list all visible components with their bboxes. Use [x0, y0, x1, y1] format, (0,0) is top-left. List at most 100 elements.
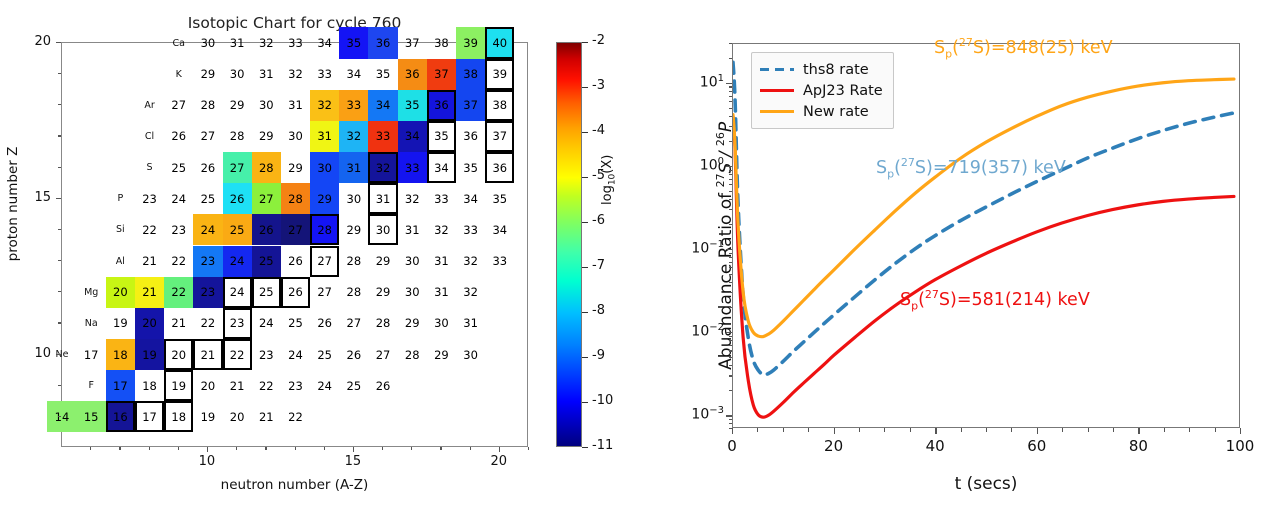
- x-axis-tick: [1138, 428, 1140, 434]
- isotope-cell: 26: [375, 378, 391, 393]
- isotope-cell: 29: [200, 67, 216, 82]
- isotope-cell: 30: [310, 152, 340, 184]
- isotope-cell: 27: [346, 316, 362, 331]
- isotope-cell: 38: [492, 98, 508, 113]
- colorbar-gradient: [556, 42, 582, 447]
- y-axis-minor-tick: [728, 418, 732, 421]
- isotope-cell: 33: [434, 191, 449, 206]
- x-axis-tick: [1036, 428, 1039, 434]
- y-axis-minor-tick: [728, 340, 732, 342]
- y-axis-tick-label: 10−2: [678, 322, 724, 340]
- legend-item[interactable]: ApJ23 Rate: [760, 80, 883, 101]
- isotope-cell: 25: [288, 316, 303, 331]
- legend-item[interactable]: ths8 rate: [760, 59, 883, 80]
- y-axis-tick: [58, 260, 61, 262]
- isotope-cell: 30: [288, 129, 303, 144]
- element-symbol-label: K: [175, 68, 182, 80]
- isotope-cell: 23: [288, 378, 303, 393]
- isotope-cell: 30: [463, 347, 478, 362]
- y-axis-minor-tick: [728, 423, 732, 425]
- y-axis-tick: [726, 332, 732, 334]
- isotope-cell: 29: [258, 129, 274, 144]
- colorbar-tick-label: -11: [592, 438, 614, 453]
- x-axis-tick: [1240, 428, 1242, 434]
- x-axis-tick-label: 80: [1128, 437, 1148, 455]
- y-axis-tick: [58, 135, 61, 137]
- isotope-cell: 31: [258, 67, 274, 82]
- y-tick-base: 10: [699, 157, 718, 174]
- isotope-cell: 33: [317, 67, 332, 82]
- y-axis-tick: [726, 415, 732, 417]
- y-axis-minor-tick: [728, 198, 732, 200]
- y-axis-tick: [58, 415, 61, 418]
- isotopic-chart-plot-area: Ca 30 31 32 33 34 35 36 37 38 39 40 K 29 30 31 32 33 34 35 3…: [47, 27, 528, 447]
- x-axis-minor-tick: [1163, 428, 1165, 432]
- isotope-cell: 21: [229, 378, 245, 393]
- y-axis-minor-tick: [728, 256, 732, 259]
- isotope-cell: 32: [463, 285, 478, 300]
- colorbar-tick: [582, 132, 588, 134]
- isotope-cell: 36: [426, 89, 457, 121]
- y-axis-tick-label: 100: [678, 156, 724, 174]
- isotope-cell: 21: [171, 316, 187, 331]
- abundance-plot-legend[interactable]: ths8 rate ApJ23 Rate New rate: [751, 52, 894, 129]
- y-axis-minor-tick: [728, 57, 732, 59]
- isotope-cell: 25: [200, 191, 216, 206]
- y-axis-tick: [58, 384, 61, 386]
- y-axis-minor-tick: [728, 306, 732, 309]
- isotope-cell: 34: [434, 160, 449, 175]
- y-axis-minor-tick: [728, 140, 732, 142]
- y-axis-minor-tick: [728, 428, 732, 430]
- isotope-cell: 38: [456, 58, 486, 90]
- isotope-cell: 29: [288, 160, 303, 175]
- isotope-cell: 40: [485, 27, 515, 59]
- series-line: [733, 77, 1236, 339]
- abundance-plot-svg: [733, 60, 1236, 419]
- isotope-cell: 36: [368, 27, 398, 59]
- y-axis-tick: [58, 322, 61, 324]
- isotope-cell: 32: [463, 254, 478, 269]
- x-axis-tick: [935, 428, 937, 434]
- y-axis-minor-tick: [728, 190, 732, 192]
- y-axis-minor-tick: [728, 281, 732, 284]
- colorbar-tick: [582, 267, 588, 269]
- y-tick-base: 10: [699, 74, 718, 91]
- element-symbol-label: Na: [84, 317, 98, 329]
- isotope-cell: 34: [346, 67, 362, 82]
- x-axis-tick: [323, 447, 325, 450]
- plot-annotation: Sp(27S)=848(25) keV: [934, 36, 1113, 61]
- y-axis-tick-label: 101: [678, 73, 724, 91]
- isotope-cell: 16: [105, 401, 135, 433]
- isotope-cell: 33: [463, 222, 478, 237]
- y-axis-tick: [726, 248, 732, 251]
- x-axis-tick: [294, 447, 296, 450]
- isotope-cell: 25: [251, 245, 281, 277]
- x-axis-minor-tick: [859, 428, 861, 432]
- y-axis-minor-tick: [728, 178, 732, 180]
- colorbar-tick: [582, 177, 588, 179]
- isotope-cell: 17: [142, 409, 157, 424]
- isotope-cell: 26: [288, 254, 303, 269]
- isotope-cell: 33: [368, 120, 398, 153]
- isotope-cell: 17: [83, 347, 99, 362]
- x-axis-minor-tick: [884, 428, 886, 432]
- y-axis-minor-tick: [728, 209, 732, 211]
- colorbar-tick-label: -8: [592, 303, 605, 318]
- isotope-cell: 34: [317, 36, 332, 50]
- y-axis-minor-tick: [728, 261, 732, 263]
- isotope-cell: 26: [288, 285, 303, 300]
- x-axis-minor-tick: [808, 428, 810, 432]
- x-axis-tick-label: 0: [727, 437, 737, 455]
- element-symbol-label: Ca: [172, 37, 185, 49]
- x-axis-tick-label: 20: [490, 454, 508, 469]
- isotope-cell: 32: [310, 89, 340, 121]
- isotope-cell: 37: [404, 36, 420, 50]
- y-axis-minor-tick: [728, 252, 732, 254]
- isotope-cell: 22: [171, 254, 187, 269]
- colorbar-tick-label: -2: [592, 33, 605, 48]
- x-axis-tick: [148, 447, 150, 450]
- x-axis-tick: [119, 447, 121, 450]
- legend-item[interactable]: New rate: [760, 101, 883, 122]
- isotope-cell: 25: [346, 378, 362, 393]
- x-axis-minor-tick: [909, 428, 911, 432]
